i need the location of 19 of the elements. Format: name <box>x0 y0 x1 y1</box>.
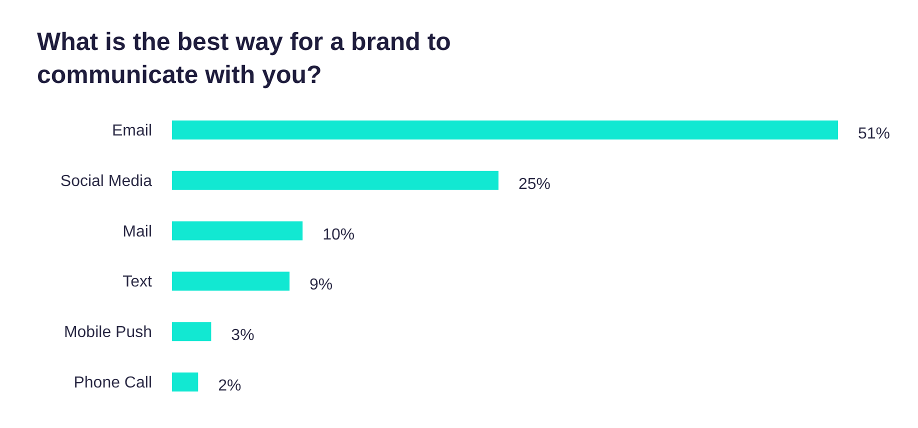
y-tick-label: Email <box>112 122 152 140</box>
y-tick-label: Mail <box>122 223 152 240</box>
bar <box>172 170 498 190</box>
bar <box>172 120 838 140</box>
data-label: 2% <box>218 378 242 394</box>
y-tick-label: Phone Call <box>74 374 152 392</box>
chart-title: What is the best way for a brand to communicate with you? <box>37 28 451 89</box>
bar <box>172 221 303 240</box>
data-label: 9% <box>310 276 333 294</box>
y-tick-label: Social Media <box>60 172 152 190</box>
bar <box>172 272 290 291</box>
bar <box>172 322 212 342</box>
data-label: 3% <box>231 327 254 344</box>
data-label: 25% <box>518 176 550 193</box>
data-label: 51% <box>858 126 890 142</box>
data-label: 10% <box>322 226 355 244</box>
bar <box>172 372 198 392</box>
y-tick-label: Text <box>122 274 153 291</box>
y-tick-label: Mobile Push <box>64 324 152 342</box>
